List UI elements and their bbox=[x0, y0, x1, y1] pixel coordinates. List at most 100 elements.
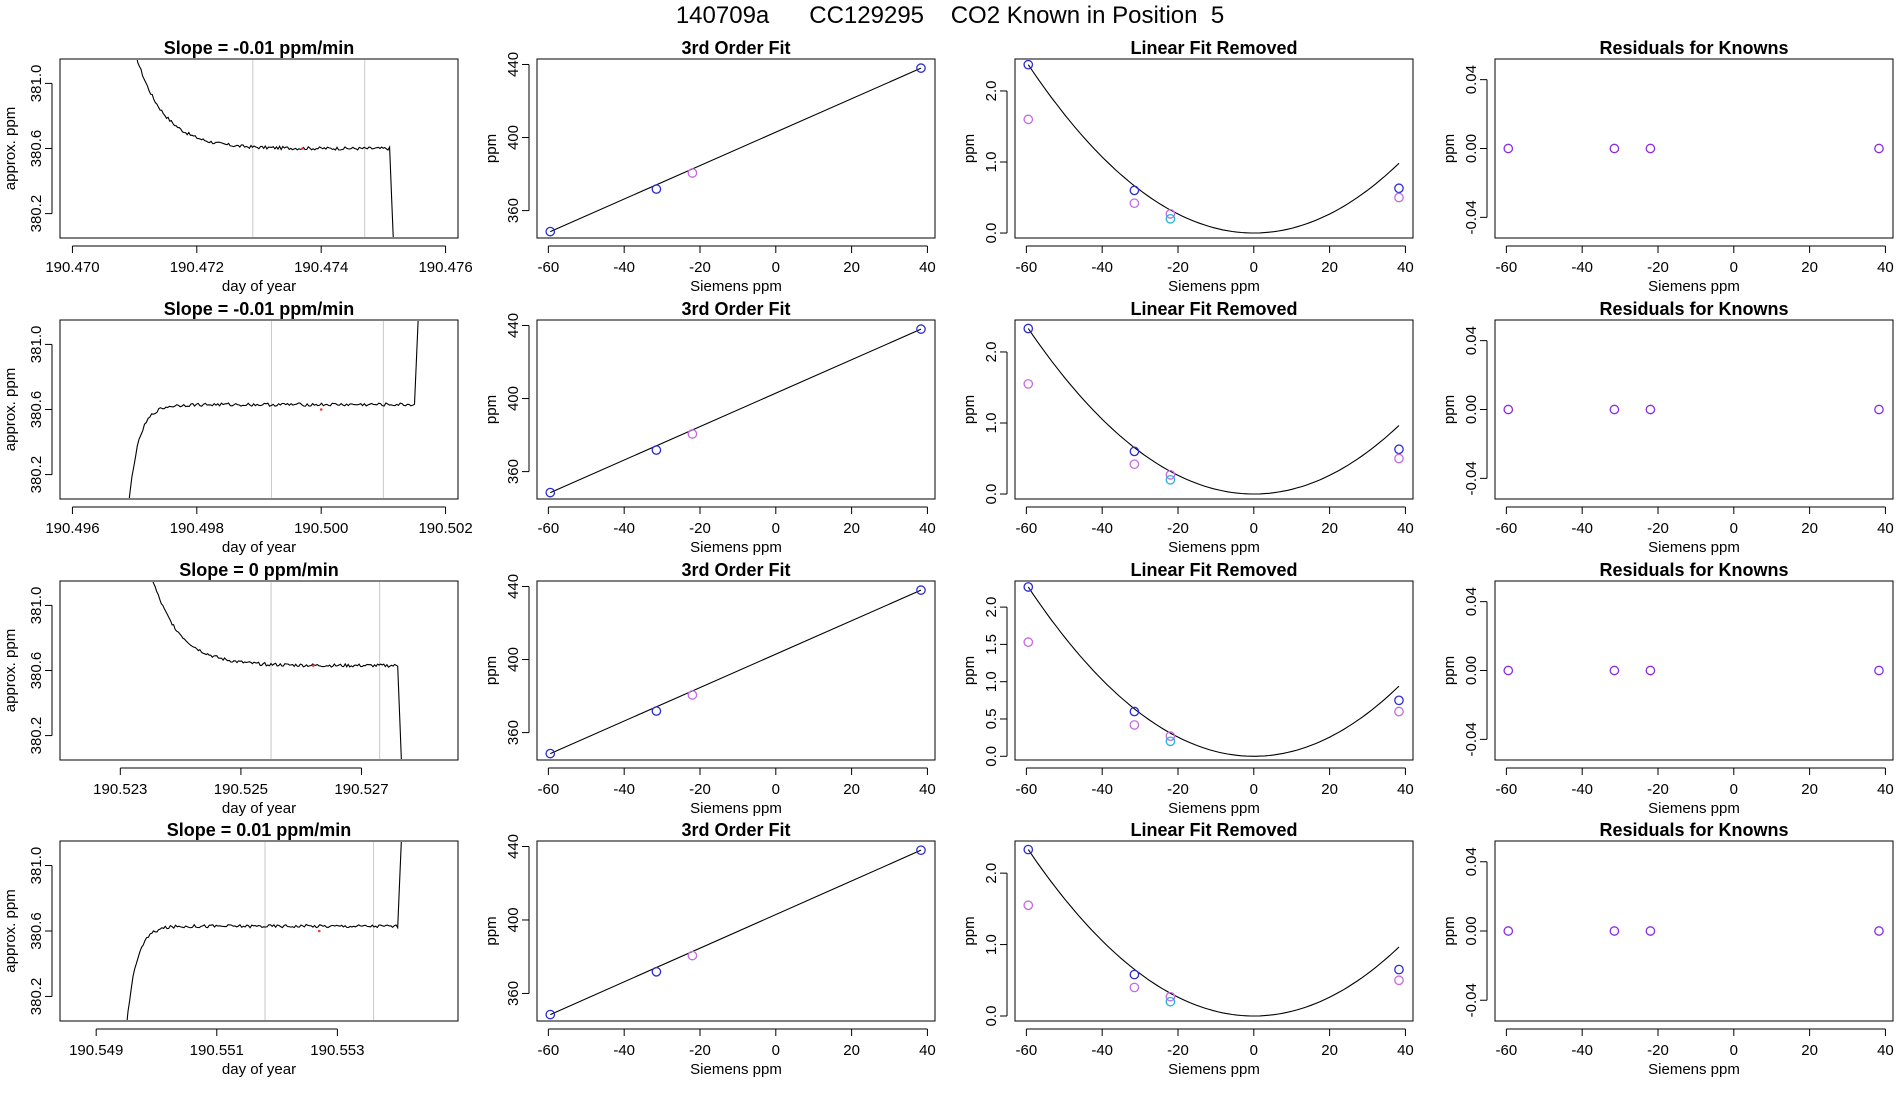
y-axis-label: ppm bbox=[483, 134, 500, 163]
x-tick-label: 20 bbox=[1321, 1042, 1338, 1059]
data-point bbox=[1129, 969, 1140, 980]
x-tick-label: -40 bbox=[1571, 259, 1593, 276]
y-axis-label: ppm bbox=[1441, 134, 1458, 163]
data-point bbox=[916, 324, 926, 334]
plot-area bbox=[545, 585, 926, 759]
y-tick-label: 2.0 bbox=[983, 863, 1000, 884]
x-tick-label: 20 bbox=[1801, 1042, 1818, 1059]
x-tick-label: 0 bbox=[1730, 259, 1738, 276]
x-tick-label: 20 bbox=[843, 520, 860, 537]
fit-line bbox=[550, 328, 922, 494]
x-tick-label: -20 bbox=[1167, 259, 1189, 276]
data-point bbox=[1394, 695, 1404, 706]
y-tick-label: 400 bbox=[505, 125, 522, 150]
plot-frame bbox=[1014, 319, 1414, 500]
y-tick-label: 1.5 bbox=[983, 634, 1000, 655]
y-tick-label: 0.0 bbox=[983, 484, 1000, 505]
x-tick-label: 20 bbox=[1321, 781, 1338, 798]
panel-scatter-r3c3: Linear Fit Removed -60 -40 -20 0 20 40 Siemens … bbox=[961, 560, 1414, 817]
x-axis-label: day of year bbox=[222, 1061, 296, 1078]
plot-area bbox=[1023, 60, 1404, 234]
x-tick-label: 190.502 bbox=[418, 520, 472, 537]
ppm-trace bbox=[126, 842, 402, 1020]
data-point bbox=[1023, 114, 1034, 125]
plot-frame bbox=[536, 840, 936, 1022]
fit-line bbox=[550, 589, 922, 755]
data-point bbox=[916, 845, 926, 856]
x-tick-label: -20 bbox=[1647, 259, 1669, 276]
fit-curve bbox=[1027, 849, 1400, 1017]
y-tick-label: 381.0 bbox=[28, 65, 45, 103]
y-tick-label: 0.04 bbox=[1463, 847, 1480, 876]
x-tick-label: 40 bbox=[919, 259, 936, 276]
data-point bbox=[687, 950, 698, 961]
x-tick-label: 40 bbox=[1877, 1042, 1894, 1059]
panel-scatter-r2c4: Residuals for Knowns -60 -40 -20 0 20 40 Siemen… bbox=[1441, 299, 1894, 556]
data-point bbox=[1023, 60, 1034, 70]
fit-line bbox=[550, 67, 922, 233]
panel-title: Slope = -0.01 ppm/min bbox=[164, 299, 355, 319]
y-tick-label: 380.2 bbox=[28, 978, 45, 1016]
panel-line-r2c1: Slope = -0.01 ppm/min 190.496 190.498 190.5… bbox=[2, 299, 473, 556]
plot-frame bbox=[59, 58, 459, 239]
data-point bbox=[1394, 183, 1404, 194]
panel-title: Linear Fit Removed bbox=[1130, 299, 1297, 319]
y-tick-label: 380.2 bbox=[28, 717, 45, 755]
x-tick-label: 20 bbox=[843, 259, 860, 276]
x-tick-label: 190.527 bbox=[334, 781, 388, 798]
y-axis-label: ppm bbox=[483, 916, 500, 945]
x-tick-label: 20 bbox=[1321, 259, 1338, 276]
y-tick-label: 0.04 bbox=[1463, 65, 1480, 94]
x-tick-label: 20 bbox=[843, 781, 860, 798]
plot-frame bbox=[1014, 840, 1414, 1022]
plot-frame bbox=[536, 319, 936, 500]
x-tick-label: -60 bbox=[538, 520, 560, 537]
y-tick-label: -0.04 bbox=[1463, 200, 1480, 234]
x-tick-label: -60 bbox=[1016, 520, 1038, 537]
plot-area bbox=[136, 60, 394, 237]
plot-frame bbox=[59, 580, 459, 761]
data-point bbox=[1394, 444, 1404, 455]
data-point bbox=[1129, 198, 1140, 209]
x-tick-label: 20 bbox=[1801, 259, 1818, 276]
y-tick-label: 1.0 bbox=[983, 152, 1000, 173]
y-axis-label: approx. ppm bbox=[2, 107, 19, 190]
x-tick-label: 190.523 bbox=[93, 781, 147, 798]
data-point bbox=[1874, 404, 1884, 415]
data-point bbox=[1165, 736, 1176, 747]
ppm-trace bbox=[152, 582, 402, 759]
data-point bbox=[1609, 665, 1620, 676]
x-tick-label: 0 bbox=[1730, 781, 1738, 798]
y-axis-label: ppm bbox=[961, 395, 978, 424]
fit-curve bbox=[1027, 586, 1400, 757]
x-tick-label: 190.498 bbox=[170, 520, 224, 537]
x-tick-label: -60 bbox=[538, 1042, 560, 1059]
plot-area bbox=[1023, 582, 1404, 757]
y-tick-label: 380.6 bbox=[28, 130, 45, 168]
x-tick-label: -40 bbox=[613, 259, 635, 276]
data-point bbox=[1645, 926, 1656, 936]
data-point bbox=[651, 445, 662, 455]
y-tick-label: 0.04 bbox=[1463, 587, 1480, 616]
y-tick-label: 0.5 bbox=[983, 709, 1000, 730]
x-axis-label: Siemens ppm bbox=[1168, 800, 1260, 817]
data-point bbox=[1874, 926, 1884, 936]
y-tick-label: 2.0 bbox=[983, 597, 1000, 618]
y-tick-label: 440 bbox=[505, 313, 522, 338]
y-tick-label: 0.0 bbox=[983, 223, 1000, 244]
y-tick-label: 400 bbox=[505, 907, 522, 932]
x-tick-label: 190.476 bbox=[418, 259, 472, 276]
mean-point bbox=[311, 664, 315, 667]
x-tick-label: 190.551 bbox=[190, 1042, 244, 1059]
x-tick-label: -20 bbox=[1647, 1042, 1669, 1059]
data-point bbox=[687, 168, 698, 178]
figure-title: 140709a CC129295 CO2 Known in Position 5 bbox=[675, 2, 1225, 29]
data-point bbox=[1129, 982, 1140, 993]
y-axis-label: ppm bbox=[483, 395, 500, 424]
x-tick-label: 40 bbox=[1877, 520, 1894, 537]
panel-title: Slope = -0.01 ppm/min bbox=[164, 38, 355, 58]
panel-line-r4c1: Slope = 0.01 ppm/min 190.549 190.551 190.55… bbox=[2, 820, 459, 1078]
x-tick-label: 0 bbox=[1250, 259, 1258, 276]
data-point bbox=[1645, 665, 1656, 676]
x-tick-label: -20 bbox=[1167, 1042, 1189, 1059]
